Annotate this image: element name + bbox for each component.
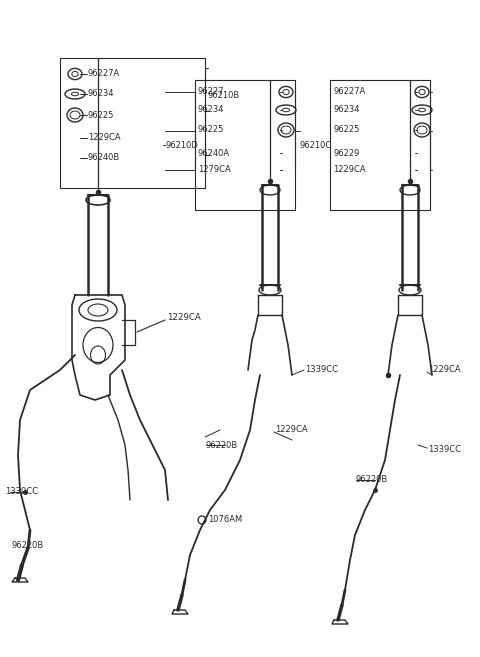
Text: 96210D: 96210D [165, 141, 198, 150]
Text: 1229CA: 1229CA [167, 313, 201, 323]
Text: 1279CA: 1279CA [198, 166, 231, 175]
Text: 1339CC: 1339CC [305, 365, 338, 374]
Text: 96227: 96227 [198, 87, 225, 97]
Text: 96225: 96225 [88, 110, 114, 120]
Text: 1229CA: 1229CA [428, 365, 461, 374]
Text: 1229CA: 1229CA [88, 133, 120, 143]
Text: 96240A: 96240A [198, 148, 230, 158]
Text: 1076AM: 1076AM [208, 516, 242, 524]
Text: 96220B: 96220B [12, 541, 44, 549]
Text: 96234: 96234 [198, 106, 225, 114]
Text: 96210B: 96210B [208, 91, 240, 99]
Text: 1229CA: 1229CA [333, 166, 366, 175]
Text: 96220B: 96220B [205, 440, 237, 449]
Text: 1229CA: 1229CA [275, 426, 308, 434]
Text: 96229: 96229 [333, 148, 360, 158]
Text: 96234: 96234 [88, 89, 115, 99]
Text: 96210C: 96210C [300, 141, 332, 150]
Text: 96225: 96225 [198, 125, 224, 135]
Text: 96227A: 96227A [333, 87, 365, 97]
Text: 96240B: 96240B [88, 154, 120, 162]
Text: 96227A: 96227A [88, 70, 120, 78]
Text: 1339CC: 1339CC [428, 445, 461, 455]
Text: 96225: 96225 [333, 125, 360, 135]
Text: 96220B: 96220B [355, 476, 387, 484]
Text: 1339CC: 1339CC [5, 487, 38, 497]
Text: 96234: 96234 [333, 106, 360, 114]
